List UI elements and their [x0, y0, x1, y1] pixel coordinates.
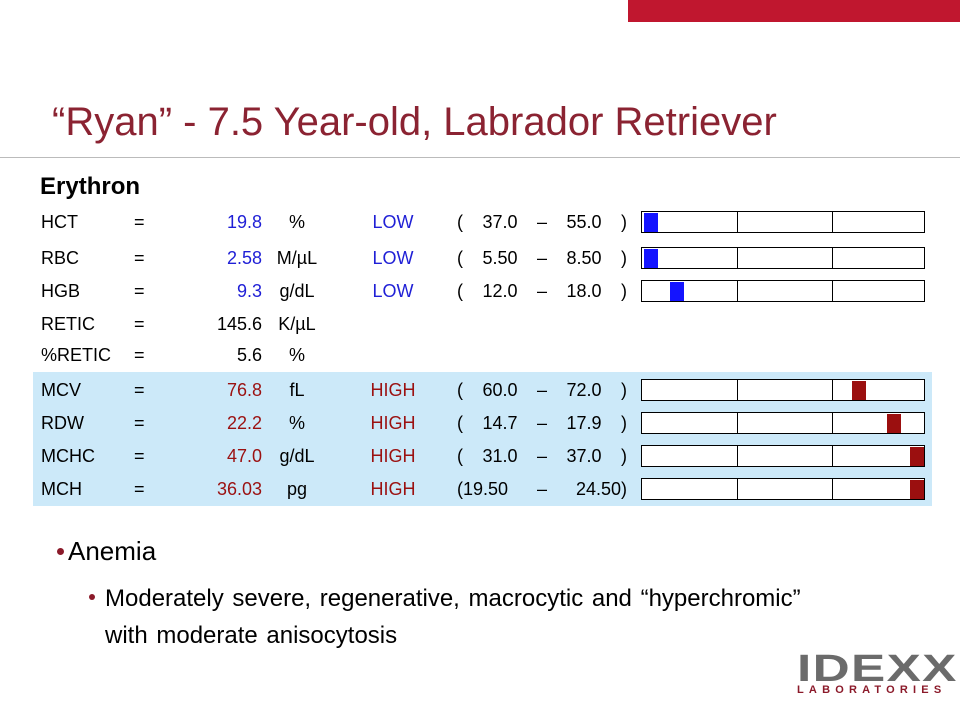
range-bar: [641, 379, 925, 401]
row-flag: HIGH: [370, 413, 416, 433]
bar-divider: [832, 248, 833, 268]
section-heading: Erythron: [40, 173, 141, 200]
range-marker: [644, 249, 658, 268]
row-name: RDW: [41, 413, 84, 433]
bar-divider: [737, 446, 738, 466]
row-range: ( 5.50 – 8.50 ): [457, 248, 627, 268]
bullet: [89, 594, 95, 600]
logo-sub: LABORATORIES: [797, 684, 947, 696]
row-unit: g/dL: [279, 281, 315, 301]
row-name: HGB: [41, 281, 81, 301]
row-value: 36.03: [216, 479, 262, 499]
bar-divider: [737, 212, 738, 232]
row-flag: HIGH: [370, 380, 416, 400]
row-value: 2.58: [226, 248, 262, 268]
range-bar: [641, 211, 925, 233]
row-name: MCH: [41, 479, 82, 499]
bar-divider: [737, 281, 738, 301]
bar-divider: [832, 413, 833, 433]
row-name: RBC: [41, 248, 80, 268]
row-equals: =: [134, 446, 145, 466]
top-bar: [628, 0, 960, 22]
bar-divider: [737, 248, 738, 268]
row-value: 19.8: [226, 212, 262, 232]
range-bar: [641, 478, 925, 500]
row-range: ( 37.0 – 55.0 ): [457, 212, 627, 232]
range-bar: [641, 247, 925, 269]
row-name: MCV: [41, 380, 81, 400]
bar-divider: [737, 413, 738, 433]
row-flag: LOW: [372, 212, 414, 232]
row-flag: HIGH: [370, 446, 416, 466]
range-marker: [644, 213, 658, 232]
bullet: [57, 548, 64, 555]
bullet-text: Anemia: [68, 536, 157, 566]
row-flag: LOW: [372, 281, 414, 301]
bar-divider: [832, 281, 833, 301]
title-rule: [0, 157, 960, 158]
row-value: 47.0: [226, 446, 262, 466]
row-unit: K/µL: [278, 314, 316, 334]
row-name: RETIC: [41, 314, 95, 334]
range-marker: [887, 414, 901, 433]
range-marker: [670, 282, 684, 301]
row-range: ( 60.0 – 72.0 ): [457, 380, 627, 400]
row-range: ( 12.0 – 18.0 ): [457, 281, 627, 301]
row-equals: =: [134, 212, 145, 232]
row-value: 5.6: [236, 345, 262, 365]
row-value: 76.8: [226, 380, 262, 400]
row-equals: =: [134, 314, 145, 334]
row-unit: %: [288, 413, 305, 433]
range-marker: [910, 480, 924, 499]
row-flag: HIGH: [370, 479, 416, 499]
row-equals: =: [134, 380, 145, 400]
row-unit: pg: [286, 479, 308, 499]
bar-divider: [832, 446, 833, 466]
range-bar: [641, 445, 925, 467]
bar-divider: [832, 380, 833, 400]
row-name: HCT: [41, 212, 78, 232]
row-range: (19.50 – 24.50): [457, 479, 627, 499]
row-unit: g/dL: [279, 446, 315, 466]
row-equals: =: [134, 281, 145, 301]
row-equals: =: [134, 479, 145, 499]
row-equals: =: [134, 345, 145, 365]
row-range: ( 31.0 – 37.0 ): [457, 446, 627, 466]
range-bar: [641, 412, 925, 434]
row-name: %RETIC: [41, 345, 112, 365]
row-value: 22.2: [226, 413, 262, 433]
row-equals: =: [134, 413, 145, 433]
row-unit: %: [288, 212, 305, 232]
row-unit: %: [288, 345, 305, 365]
row-unit: fL: [289, 380, 305, 400]
logo: IDEXX: [797, 648, 958, 690]
row-flag: LOW: [372, 248, 414, 268]
range-bar: [641, 280, 925, 302]
sub-bullet-text: Moderately severe, regenerative, macrocy…: [105, 585, 801, 649]
row-unit: M/µL: [276, 248, 318, 268]
row-equals: =: [134, 248, 145, 268]
bar-divider: [737, 380, 738, 400]
row-name: MCHC: [41, 446, 95, 466]
bar-divider: [832, 479, 833, 499]
row-range: ( 14.7 – 17.9 ): [457, 413, 627, 433]
row-value: 9.3: [236, 281, 262, 301]
row-value: 145.6: [216, 314, 262, 334]
title: “Ryan” - 7.5 Year-old, Labrador Retrieve…: [52, 100, 777, 144]
bar-divider: [737, 479, 738, 499]
bar-divider: [832, 212, 833, 232]
range-marker: [852, 381, 866, 400]
range-marker: [910, 447, 924, 466]
